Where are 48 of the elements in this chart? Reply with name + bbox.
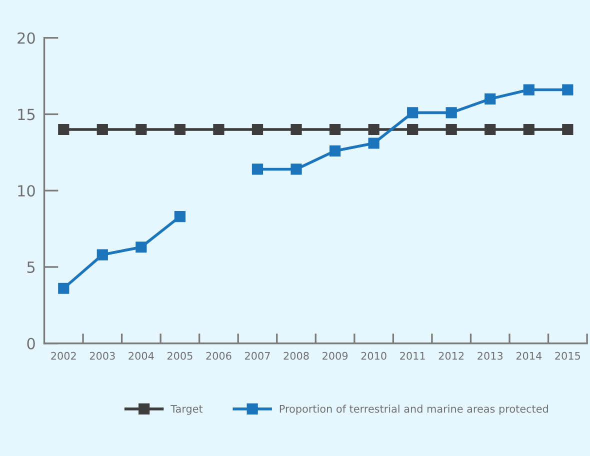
x-tick-label: 2013 [478, 352, 503, 360]
point [174, 124, 186, 136]
point [446, 107, 457, 118]
point [136, 124, 147, 136]
point [96, 249, 108, 260]
x-tick-label: 2002 [51, 352, 76, 360]
point [290, 124, 302, 136]
x-tick-label: 2008 [284, 352, 309, 360]
x-tick-label: 2003 [90, 352, 115, 360]
x-tick-label: 2006 [206, 352, 232, 360]
x-tick-label: 2005 [167, 352, 192, 360]
legend-label: Proportion of terrestrial and marine areas protected [280, 404, 548, 415]
x-tick-label: 2010 [361, 352, 386, 360]
point [523, 84, 534, 96]
point [252, 164, 264, 175]
point [484, 124, 496, 136]
point [446, 124, 457, 136]
point [368, 124, 380, 136]
point [58, 282, 70, 294]
point [174, 211, 186, 222]
point [96, 124, 108, 136]
y-tick-label: 0 [27, 338, 35, 350]
x-tick-label: 2007 [245, 352, 270, 360]
point [562, 124, 574, 136]
y-tick-label: 5 [27, 262, 35, 274]
point [213, 124, 224, 136]
point [484, 93, 496, 105]
point [290, 164, 302, 175]
x-tick-label: 2012 [438, 352, 464, 360]
x-tick-label: 2004 [128, 352, 154, 360]
point [562, 84, 574, 96]
point [136, 242, 147, 253]
point [58, 124, 70, 136]
y-tick-label: 15 [18, 108, 35, 120]
point [329, 124, 341, 136]
point [368, 138, 380, 149]
x-tick-label: 2009 [322, 352, 348, 360]
y-tick-label: 10 [18, 185, 35, 197]
legend-label: Target [170, 405, 203, 415]
x-tick-label: 2014 [516, 352, 542, 360]
x-tick-label: 2015 [555, 352, 580, 360]
point [252, 124, 264, 136]
point [523, 124, 534, 136]
y-tick-label: 20 [18, 32, 35, 44]
point [407, 124, 418, 136]
point [329, 145, 341, 156]
point [407, 107, 418, 118]
x-tick-label: 2011 [400, 352, 425, 360]
